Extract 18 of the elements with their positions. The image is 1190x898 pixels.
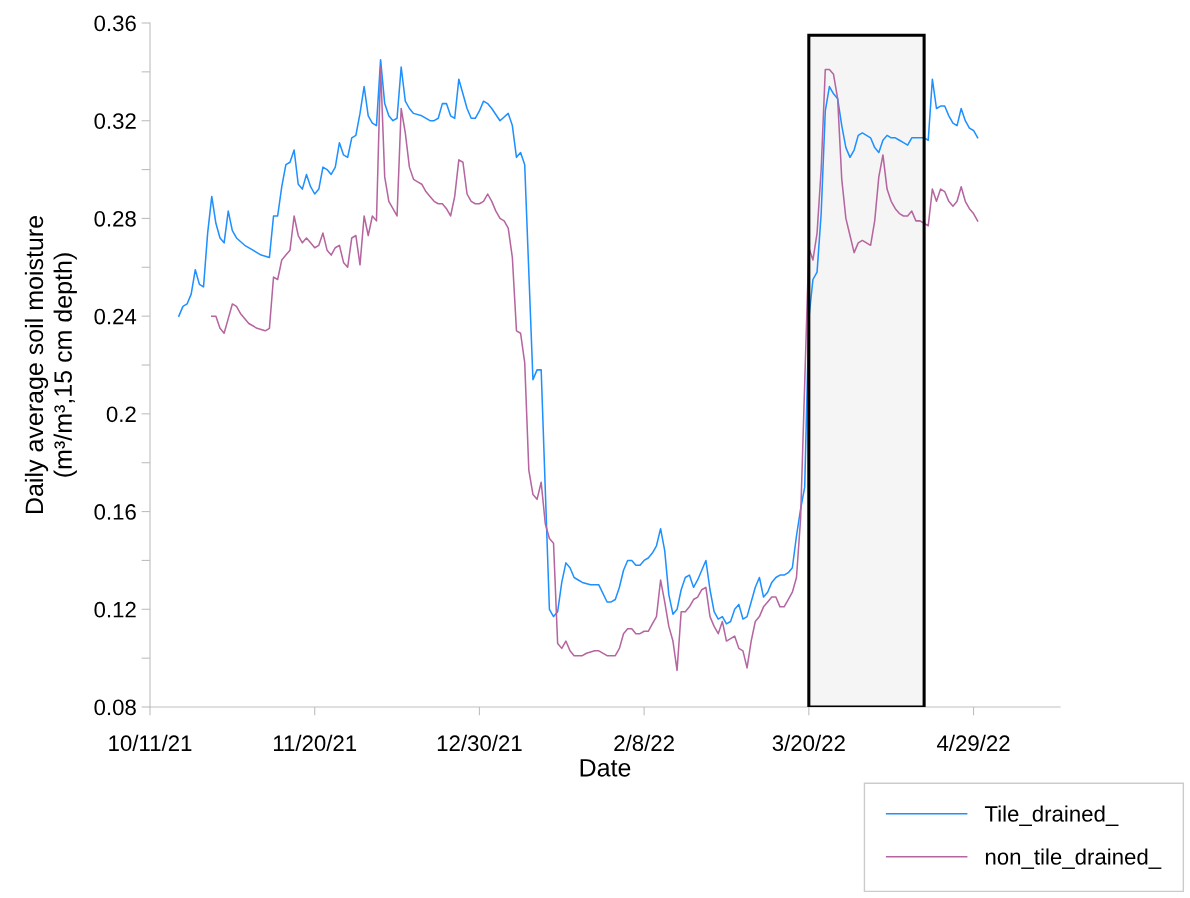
y-tick-label: 0.24 [94, 308, 137, 325]
x-tick-label: 10/11/21 [109, 734, 192, 752]
y-tick-label: 0.08 [94, 699, 136, 716]
x-tick-label: 2/8/22 [614, 734, 674, 752]
x-tick-label: 4/29/22 [936, 734, 1010, 752]
y-tick-label: 0.32 [94, 113, 136, 129]
x-axis-title: Date [580, 759, 631, 777]
y-axis-title: Daily average soil moisture (m³/m³,15 cm depth) [24, 216, 77, 513]
y-tick-label: 0.36 [94, 15, 136, 32]
y-tick-label: 0.16 [94, 504, 136, 520]
x-tick-label: 12/30/21 [437, 734, 522, 752]
legend-label: non_tile_drained_ [985, 848, 1162, 869]
y-tick-label: 0.12 [94, 601, 136, 618]
x-tick-label: 3/20/22 [772, 734, 845, 752]
y-tick-label: 0.2 [106, 406, 136, 423]
legend-label: Tile_drained_ [984, 805, 1119, 826]
y-tick-label: 0.28 [94, 210, 136, 227]
x-tick-label: 11/20/21 [273, 734, 357, 752]
